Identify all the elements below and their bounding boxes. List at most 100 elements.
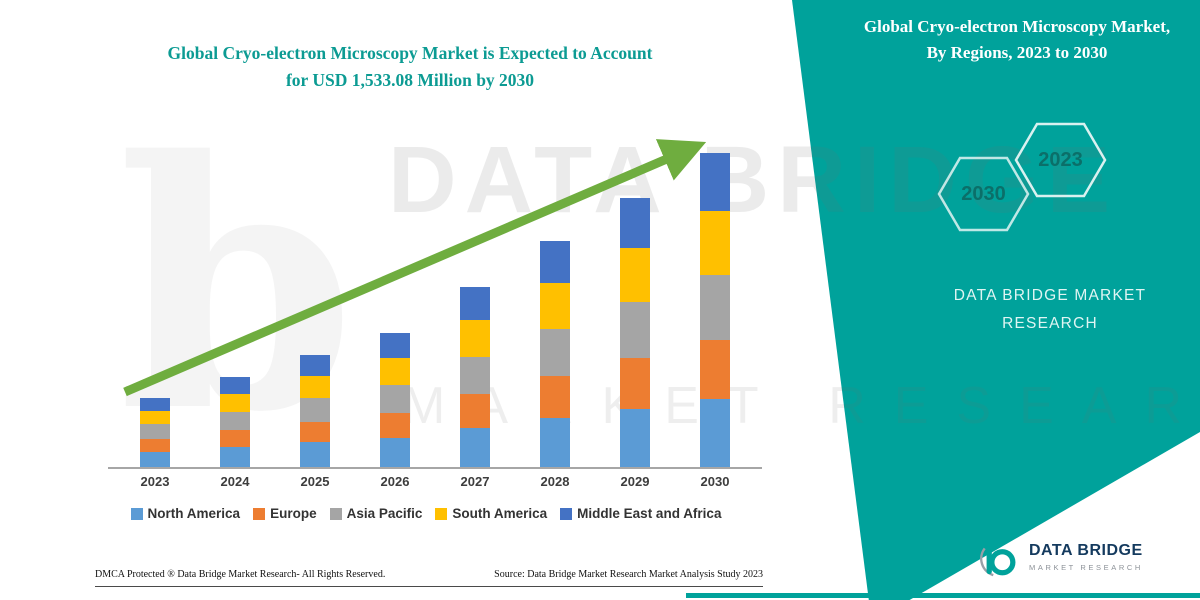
right-panel-brand: DATA BRIDGE MARKET RESEARCH — [920, 282, 1180, 338]
stacked-bar-2025 — [300, 355, 330, 467]
legend-label-europe: Europe — [270, 506, 317, 521]
bar-column-2030 — [675, 140, 755, 467]
bottom-accent-bar — [686, 593, 1200, 598]
x-tick-2027: 2027 — [460, 474, 490, 489]
bar-segment-middle-east-and-africa — [620, 198, 650, 248]
databridge-logo-icon — [980, 538, 1016, 577]
brand-line-1: DATA BRIDGE MARKET — [953, 287, 1147, 304]
logo-text: DATA BRIDGE MARKET RESEARCH — [1029, 542, 1143, 572]
bar-segment-north-america — [300, 442, 330, 467]
x-tick-2023: 2023 — [140, 474, 170, 489]
hexagon-year-label: 2023 — [1038, 148, 1083, 171]
hexagon-2023: 2023 — [1013, 121, 1108, 199]
bar-segment-asia-pacific — [700, 274, 730, 341]
bar-segment-north-america — [380, 437, 410, 467]
bar-segment-asia-pacific — [300, 398, 330, 422]
chart-legend: North America Europe Asia Pacific South Ame… — [88, 506, 764, 521]
bar-segment-south-america — [300, 375, 330, 399]
hexagon-outline-icon — [1014, 122, 1107, 198]
bar-segment-asia-pacific — [460, 356, 490, 395]
dmca-text: DMCA Protected ® Data Bridge Market Rese… — [95, 569, 386, 580]
legend-label-south-america: South America — [452, 506, 548, 521]
bar-column-2027 — [435, 140, 515, 467]
x-tick-2028: 2028 — [540, 474, 570, 489]
bar-segment-south-america — [220, 393, 250, 412]
bar-column-2029 — [595, 140, 675, 467]
bar-column-2023 — [115, 140, 195, 467]
bar-segment-middle-east-and-africa — [380, 333, 410, 358]
bar-segment-asia-pacific — [220, 411, 250, 431]
bar-segment-asia-pacific — [540, 328, 570, 376]
legend-swatch-europe — [253, 507, 266, 520]
stacked-bar-2024 — [220, 377, 250, 467]
legend-swatch-north-america — [130, 507, 143, 520]
bar-segment-europe — [380, 412, 410, 438]
source-text: Source: Data Bridge Market Research Mark… — [494, 569, 763, 580]
legend-swatch-middle-east-and-africa — [560, 507, 573, 520]
bar-segment-europe — [220, 430, 250, 448]
x-tick-2024: 2024 — [220, 474, 250, 489]
stacked-bar-2029 — [620, 198, 650, 467]
bar-segment-europe — [620, 358, 650, 409]
x-axis-line — [108, 467, 762, 469]
legend-item-middle-east-and-africa: Middle East and Africa — [560, 506, 721, 521]
bar-segment-north-america — [700, 399, 730, 467]
bar-segment-south-america — [620, 247, 650, 303]
legend-item-europe: Europe — [253, 506, 317, 521]
right-panel-heading: Global Cryo-electron Microscopy Market, … — [863, 17, 1171, 62]
x-tick-2029: 2029 — [620, 474, 650, 489]
bar-column-2024 — [195, 140, 275, 467]
legend-item-north-america: North America — [130, 506, 241, 521]
x-tick-2026: 2026 — [380, 474, 410, 489]
bar-column-2026 — [355, 140, 435, 467]
bar-segment-south-america — [380, 357, 410, 385]
bar-segment-middle-east-and-africa — [540, 241, 570, 283]
bar-segment-north-america — [540, 417, 570, 467]
bar-segment-asia-pacific — [380, 384, 410, 413]
legend-item-asia-pacific: Asia Pacific — [329, 506, 423, 521]
bar-column-2028 — [515, 140, 595, 467]
trend-arrow-icon — [123, 139, 707, 397]
bar-segment-middle-east-and-africa — [220, 377, 250, 394]
bar-segment-europe — [540, 375, 570, 418]
footer: DMCA Protected ® Data Bridge Market Rese… — [95, 569, 763, 587]
x-tick-2030: 2030 — [700, 474, 730, 489]
bar-segment-europe — [460, 394, 490, 428]
stacked-bar-2030 — [700, 153, 730, 467]
bar-column-2025 — [275, 140, 355, 467]
stacked-bar-2026 — [380, 333, 410, 467]
stacked-bar-2028 — [540, 241, 570, 467]
bar-segment-south-america — [700, 211, 730, 275]
bar-segment-south-america — [460, 320, 490, 357]
hexagon-outline-icon — [937, 156, 1030, 232]
legend-label-middle-east-and-africa: Middle East and Africa — [577, 506, 722, 521]
bar-segment-asia-pacific — [140, 424, 170, 439]
bar-segment-north-america — [460, 427, 490, 467]
stacked-bar-2023 — [140, 398, 170, 467]
hexagon-year-label: 2030 — [961, 182, 1006, 205]
x-axis-labels: 2023 2024 2025 2026 2027 2028 2029 2030 — [115, 474, 755, 489]
legend-swatch-south-america — [435, 507, 448, 520]
bar-segment-north-america — [620, 408, 650, 467]
bar-segment-asia-pacific — [620, 302, 650, 359]
bar-segment-south-america — [140, 410, 170, 425]
bar-segment-south-america — [540, 282, 570, 329]
bar-segment-north-america — [140, 451, 170, 467]
bar-segment-europe — [700, 340, 730, 399]
page-title: Global Cryo-electron Microscopy Market i… — [167, 43, 653, 91]
hexagon-2030: 2030 — [936, 155, 1031, 233]
legend-swatch-asia-pacific — [329, 507, 342, 520]
bar-segment-middle-east-and-africa — [300, 355, 330, 376]
legend-item-south-america: South America — [435, 506, 547, 521]
stacked-bar-2027 — [460, 287, 490, 467]
bar-segment-north-america — [220, 447, 250, 467]
databridge-logo: DATA BRIDGE MARKET RESEARCH — [978, 536, 1143, 578]
x-tick-2025: 2025 — [300, 474, 330, 489]
legend-label-asia-pacific: Asia Pacific — [346, 506, 423, 521]
logo-title: DATA BRIDGE — [1029, 542, 1143, 559]
bar-segment-europe — [140, 438, 170, 452]
bar-segment-middle-east-and-africa — [460, 287, 490, 321]
brand-line-2: RESEARCH — [1002, 314, 1098, 332]
legend-label-north-america: North America — [147, 506, 241, 521]
